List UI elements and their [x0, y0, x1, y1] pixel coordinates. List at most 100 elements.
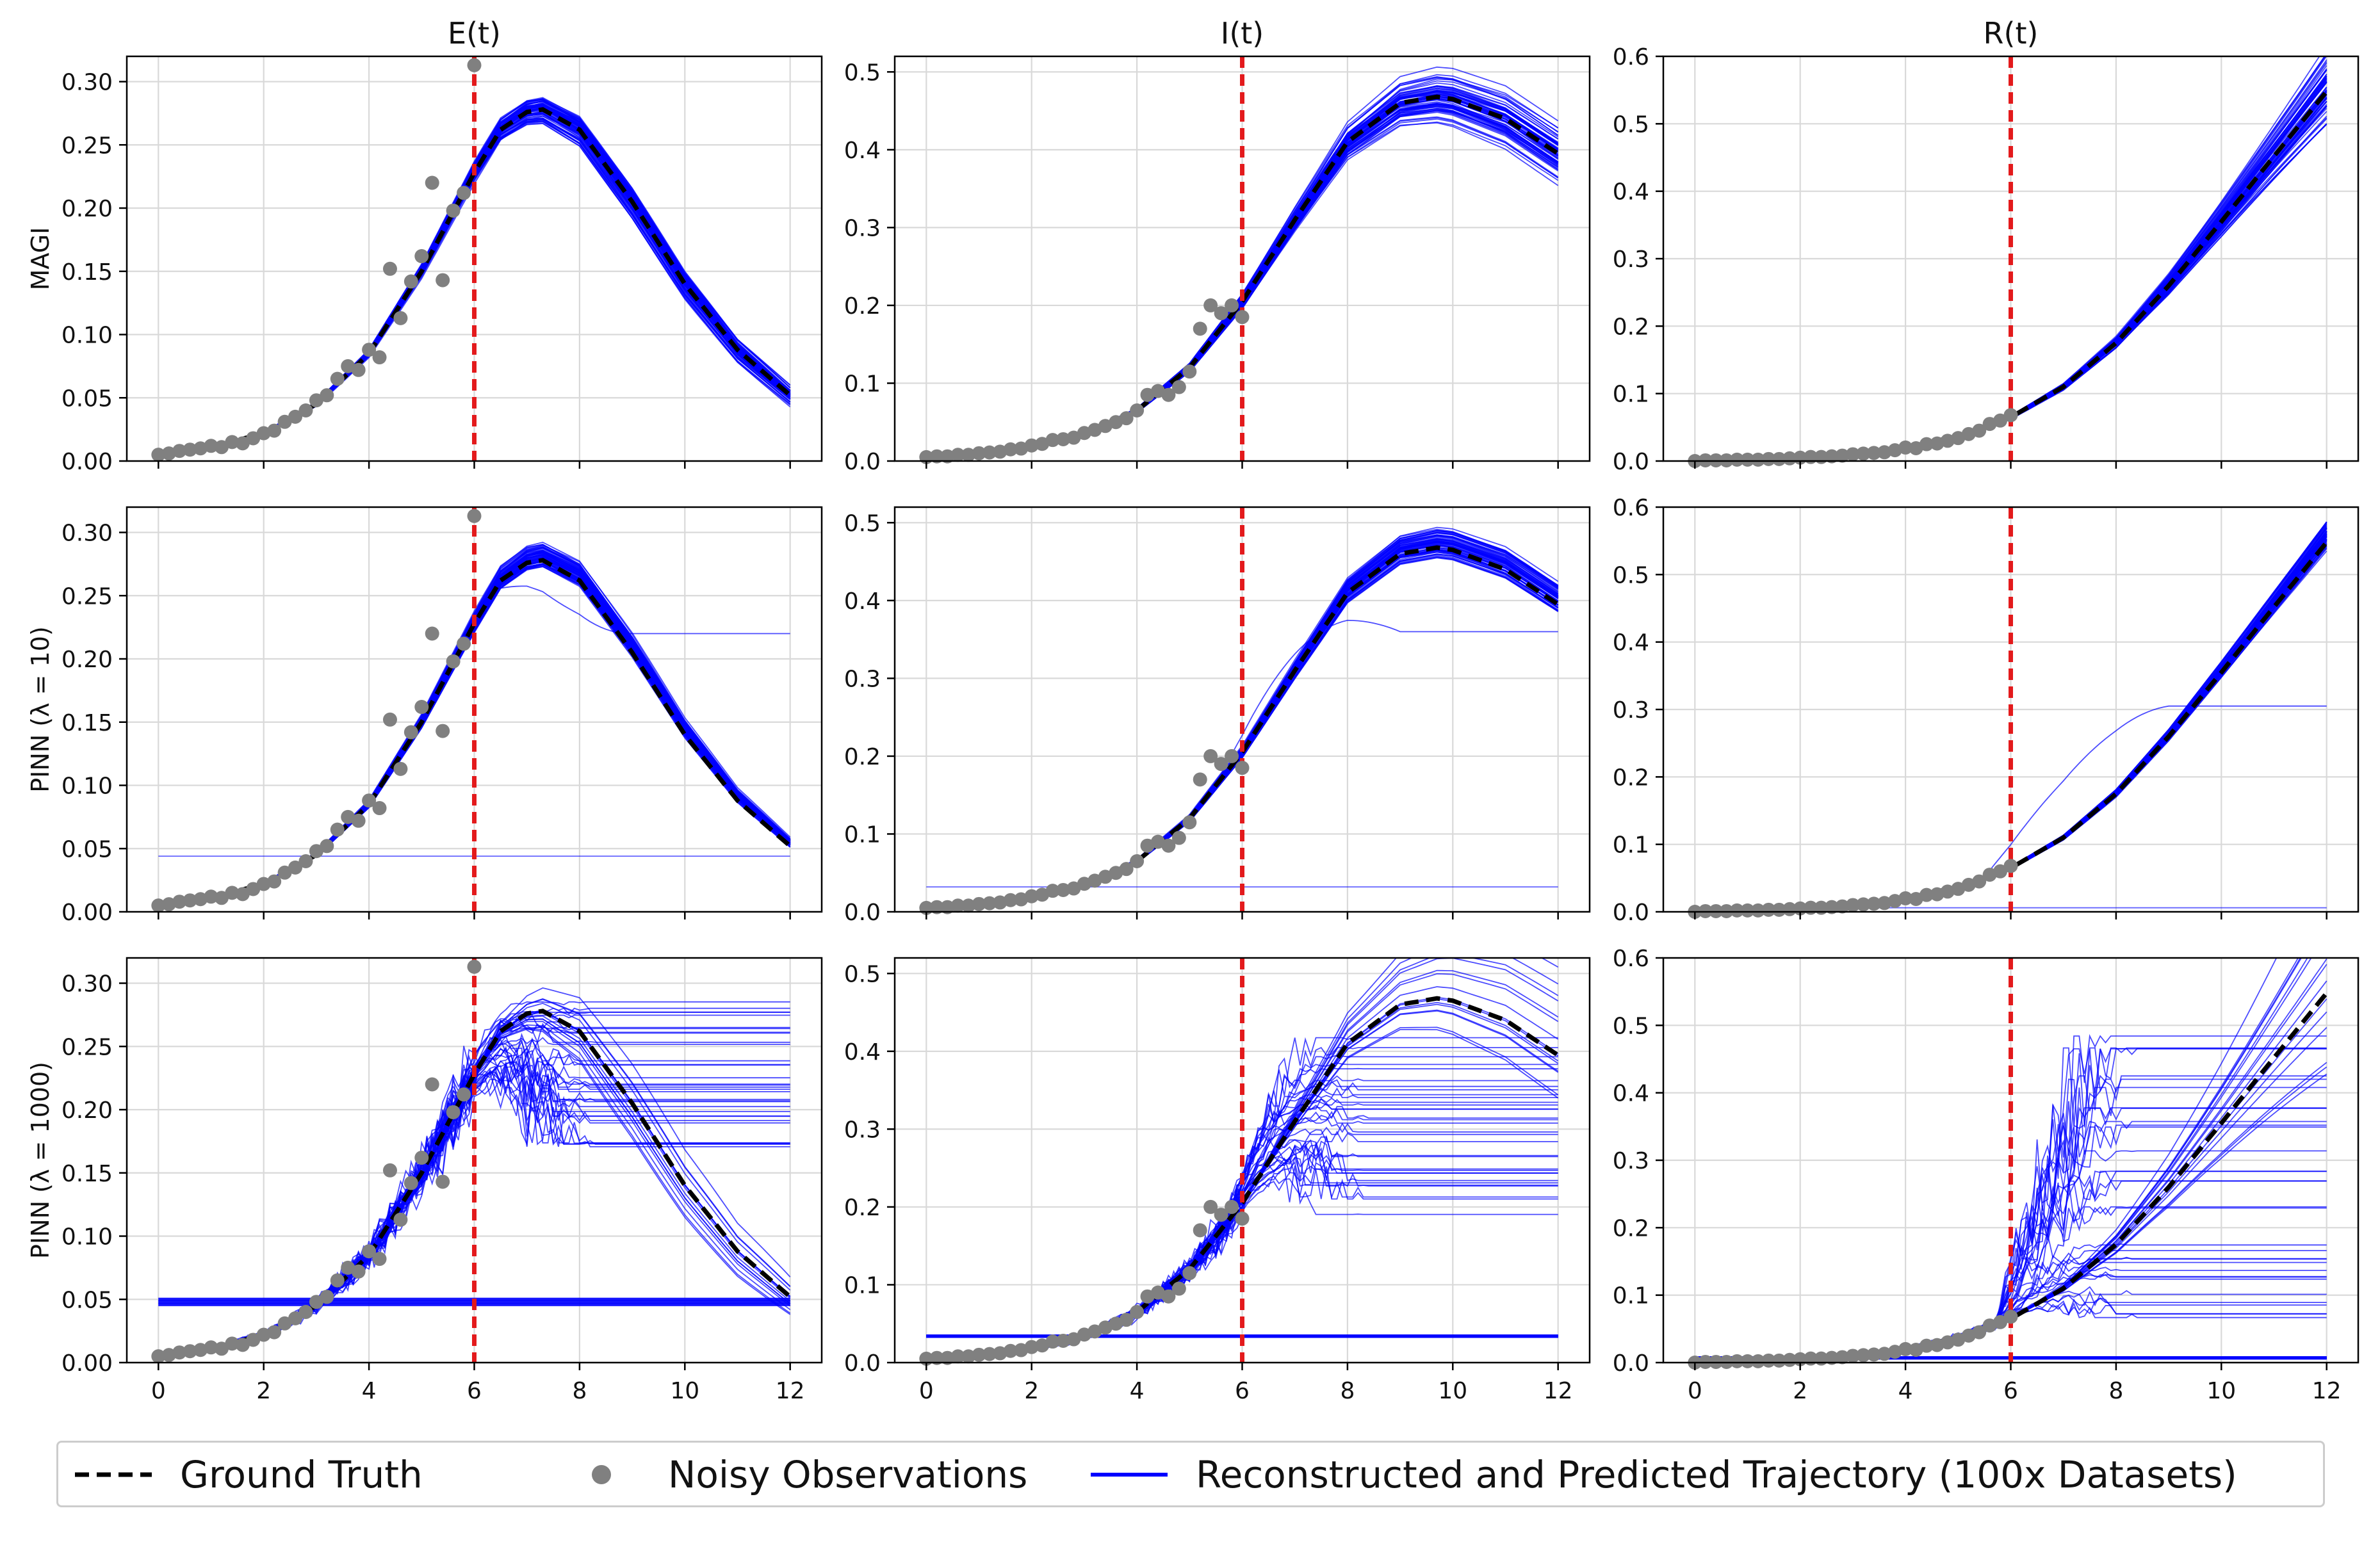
y-tick-label: 0.3: [844, 215, 881, 241]
y-tick-label: 0.5: [1613, 562, 1649, 588]
x-tick-label: 2: [1024, 1378, 1039, 1404]
observation-point: [1887, 894, 1902, 909]
y-tick-label: 0.10: [61, 774, 113, 800]
observation-point: [1740, 903, 1755, 918]
observation-point: [1919, 887, 1934, 902]
observation-point: [151, 1349, 166, 1364]
legend-item-ground-truth: Ground Truth: [74, 1443, 423, 1507]
observation-point: [972, 896, 986, 911]
observation-point: [1203, 1199, 1218, 1214]
observation-point: [1772, 1353, 1786, 1368]
observation-points: [919, 1199, 1250, 1366]
observation-point: [1782, 1352, 1797, 1367]
observation-point: [1866, 896, 1881, 911]
observation-point: [436, 1174, 450, 1189]
observation-point: [993, 1346, 1007, 1361]
observation-point: [1898, 1341, 1913, 1356]
observation-point: [1730, 452, 1745, 467]
observation-point: [2003, 408, 2018, 423]
observation-point: [1161, 1289, 1176, 1304]
panel-E-row1: 0.00 0.05 0.10 0.15 0.20 0.25 0.30 E(t) MAGI: [26, 16, 823, 475]
panel-I-row2: 0.0 0.1 0.2 0.3 0.4 0.5: [844, 506, 1591, 926]
observation-point: [1235, 310, 1250, 325]
observation-point: [982, 445, 997, 460]
y-tick-label: 0.15: [61, 259, 113, 286]
observation-point: [267, 1325, 282, 1340]
observation-point: [382, 261, 397, 276]
y-tick-label: 0.05: [61, 836, 113, 863]
observation-point: [1045, 433, 1060, 448]
observation-point: [467, 58, 482, 72]
observation-point: [993, 444, 1007, 459]
observation-point: [161, 446, 176, 461]
observation-point: [246, 882, 261, 896]
y-tick-label: 0.5: [844, 961, 881, 987]
observation-point: [1835, 899, 1850, 914]
observation-point: [1782, 451, 1797, 466]
y-tick-label: 0.3: [844, 666, 881, 692]
observation-point: [1919, 437, 1934, 451]
ground-truth-line: [1695, 991, 2329, 1363]
observation-point: [393, 311, 408, 325]
observation-point: [256, 426, 271, 441]
observation-point: [393, 761, 408, 776]
observation-point: [425, 1077, 439, 1092]
observation-point: [1214, 306, 1228, 321]
observation-point: [929, 900, 944, 914]
observation-point: [351, 362, 366, 377]
observation-point: [1119, 1313, 1134, 1327]
observation-point: [235, 1338, 250, 1352]
observation-point: [309, 844, 323, 859]
y-tick-label: 0.5: [1613, 111, 1649, 138]
observation-point: [1940, 433, 1955, 448]
observation-point: [961, 1349, 976, 1364]
observation-point: [2003, 859, 2018, 873]
observation-point: [1024, 889, 1039, 903]
observation-point: [151, 898, 166, 913]
y-tick-label: 0.0: [1613, 449, 1649, 475]
observation-point: [1930, 436, 1944, 451]
y-tick-label: 0.3: [844, 1117, 881, 1143]
x-tick-label: 4: [1130, 1378, 1145, 1404]
y-tick-label: 0.0: [1613, 1350, 1649, 1377]
observation-point: [151, 448, 166, 462]
observation-point: [1856, 897, 1871, 912]
observation-point: [1772, 451, 1786, 466]
y-tick-label: 0.4: [844, 138, 881, 164]
row-label-1: MAGI: [26, 227, 54, 291]
y-tick-label: 0.4: [1613, 179, 1649, 206]
legend-label-ground-truth: Ground Truth: [180, 1453, 423, 1496]
observation-point: [950, 898, 965, 913]
x-tick-label: 4: [362, 1378, 377, 1404]
y-tick-label: 0.2: [844, 744, 881, 770]
x-tick-label: 10: [2206, 1378, 2236, 1404]
observation-points: [919, 749, 1250, 915]
panel-E-row3: 0.00 0.05 0.10 0.15 0.20 0.25 0.30 0 2 4 6 8 10 12 PIN…: [26, 957, 823, 1404]
observation-points: [151, 58, 482, 462]
observation-point: [382, 1163, 397, 1178]
y-tick-label: 0.0: [844, 900, 881, 926]
observation-point: [1119, 862, 1134, 877]
observation-point: [330, 822, 345, 837]
y-tick-label: 0.3: [1613, 1148, 1649, 1174]
legend-dashed-line-icon: [75, 1472, 152, 1477]
observation-point: [267, 423, 282, 438]
observation-point: [225, 1336, 240, 1351]
observation-point: [1066, 430, 1081, 445]
y-tick-label: 0.30: [61, 70, 113, 96]
observation-point: [403, 1176, 418, 1190]
observation-point: [1993, 413, 2008, 428]
y-tick-label: 0.25: [61, 583, 113, 610]
observation-point: [1130, 1305, 1145, 1319]
x-tick-label: 10: [670, 1378, 699, 1404]
observation-point: [950, 1349, 965, 1364]
y-tick-label: 0.2: [844, 293, 881, 320]
observation-point: [351, 813, 366, 828]
observation-point: [1750, 903, 1765, 918]
observation-point: [1171, 1281, 1186, 1296]
observation-point: [288, 409, 303, 424]
observation-point: [1782, 902, 1797, 916]
y-tick-label: 0.20: [61, 1097, 113, 1124]
observation-point: [1845, 898, 1860, 912]
observation-point: [330, 371, 345, 386]
